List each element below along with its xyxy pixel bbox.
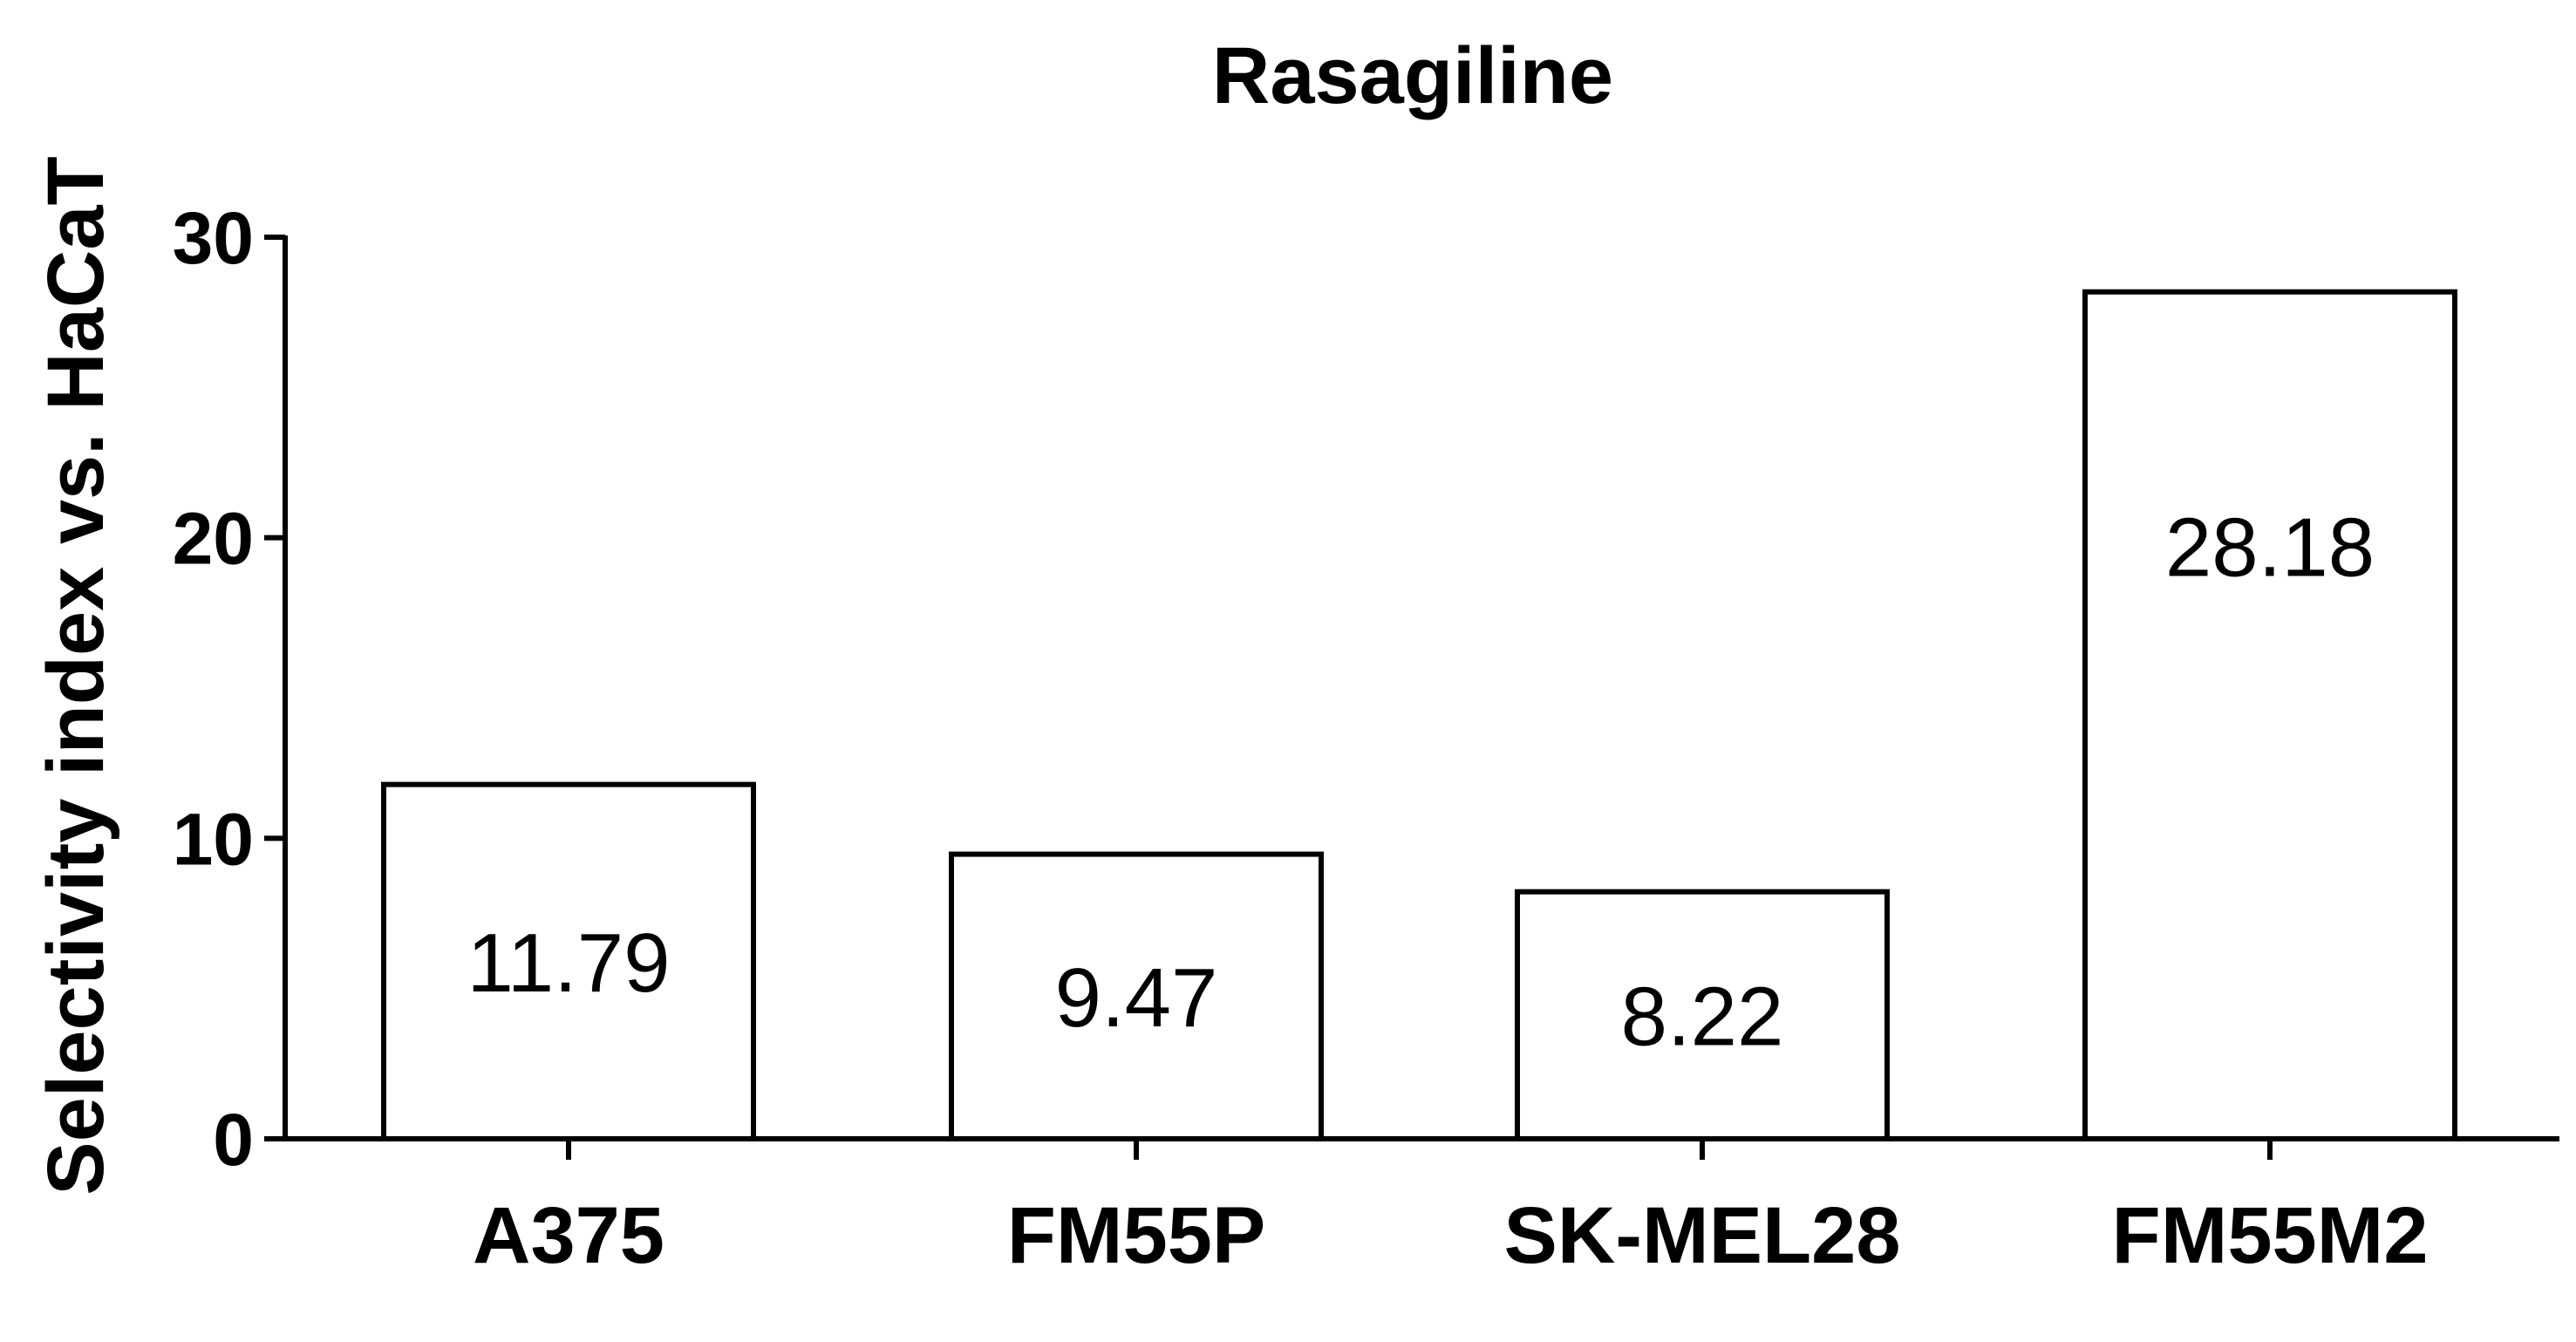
x-axis-ticks: A375 FM55P SK-MEL28 FM55M2	[473, 1139, 2428, 1280]
bar-fm55m2	[2082, 289, 2457, 1142]
x-tick-label: A375	[473, 1191, 664, 1280]
y-axis-ticks: 0 10 20 30	[173, 197, 285, 1181]
y-tick-label: 0	[213, 1099, 254, 1181]
bar-data-label: 9.47	[1055, 951, 1218, 1045]
y-axis-label: Selectivity index vs. HaCaT	[31, 156, 120, 1195]
y-tick-label: 20	[173, 498, 254, 580]
y-tick-label: 10	[173, 798, 254, 880]
x-tick-label: SK-MEL28	[1504, 1191, 1901, 1280]
bars-group: 11.79 9.47 8.22 28.18	[381, 289, 2457, 1142]
bar-a375	[381, 781, 756, 1141]
chart-title: Rasagiline	[1212, 31, 1613, 120]
bar-sk-mel28	[1515, 889, 1890, 1142]
bar-data-label: 28.18	[2165, 501, 2375, 594]
x-tick-label: FM55P	[1007, 1191, 1266, 1280]
bar-data-label: 8.22	[1621, 970, 1784, 1063]
x-tick-label: FM55M2	[2112, 1191, 2429, 1280]
y-tick-label: 30	[173, 197, 254, 279]
bar-data-label: 11.79	[467, 916, 670, 1010]
